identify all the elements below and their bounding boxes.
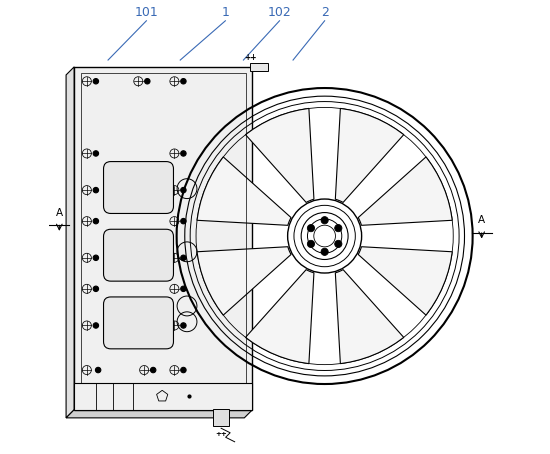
Circle shape — [181, 286, 186, 291]
Circle shape — [181, 188, 186, 193]
Polygon shape — [336, 109, 404, 202]
Text: A: A — [478, 215, 485, 225]
Circle shape — [321, 217, 328, 224]
Circle shape — [145, 79, 150, 84]
Bar — [80, 73, 246, 404]
Polygon shape — [197, 247, 291, 315]
FancyBboxPatch shape — [103, 229, 173, 281]
Circle shape — [181, 218, 186, 224]
Circle shape — [307, 240, 315, 247]
Circle shape — [307, 225, 315, 232]
Polygon shape — [66, 67, 74, 418]
Bar — [74, 67, 252, 410]
Circle shape — [151, 367, 156, 373]
Polygon shape — [358, 157, 452, 225]
Circle shape — [93, 286, 98, 291]
Circle shape — [93, 255, 98, 261]
Circle shape — [321, 248, 328, 256]
Circle shape — [181, 367, 186, 373]
Polygon shape — [336, 270, 404, 364]
Text: 102: 102 — [268, 6, 292, 20]
Polygon shape — [197, 157, 291, 225]
Polygon shape — [358, 247, 452, 315]
Text: ++: ++ — [215, 431, 227, 437]
Circle shape — [93, 323, 98, 328]
Polygon shape — [245, 109, 314, 202]
Text: A: A — [56, 208, 63, 218]
Circle shape — [93, 188, 98, 193]
Circle shape — [181, 255, 186, 261]
Text: 1: 1 — [222, 6, 229, 20]
Circle shape — [95, 367, 101, 373]
Bar — [74, 383, 252, 410]
FancyBboxPatch shape — [103, 297, 173, 349]
FancyBboxPatch shape — [103, 162, 173, 213]
Text: 2: 2 — [321, 6, 328, 20]
Circle shape — [181, 79, 186, 84]
Circle shape — [335, 225, 342, 232]
Circle shape — [181, 323, 186, 328]
Text: ++: ++ — [244, 53, 256, 62]
Circle shape — [181, 151, 186, 156]
Circle shape — [335, 240, 342, 247]
Polygon shape — [66, 410, 252, 418]
Circle shape — [93, 151, 98, 156]
Text: 101: 101 — [135, 6, 158, 20]
Circle shape — [93, 79, 98, 84]
Bar — [213, 409, 229, 426]
Bar — [250, 63, 268, 71]
Circle shape — [93, 218, 98, 224]
Polygon shape — [245, 270, 314, 364]
